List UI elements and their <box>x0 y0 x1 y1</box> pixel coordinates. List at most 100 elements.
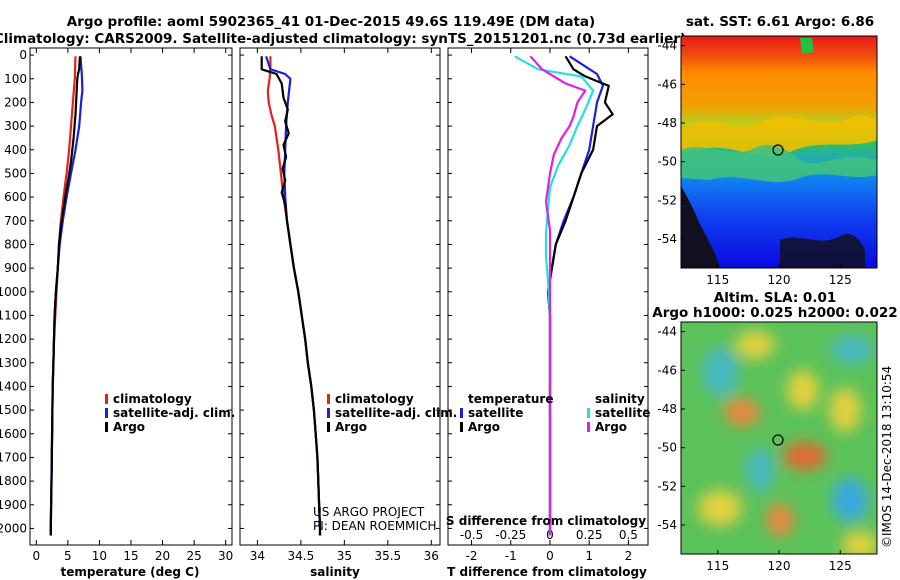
x-tick-label: 0 <box>32 549 40 563</box>
map-y-tick-label: -48 <box>657 402 677 416</box>
sla-map <box>681 322 877 554</box>
legend-label-satellite: satellite-adj. clim. <box>335 406 457 420</box>
sla-low-1 <box>702 347 738 397</box>
map-y-tick-label: -44 <box>657 39 677 53</box>
sst-map-title: sat. SST: 6.61 Argo: 6.86 <box>686 14 874 30</box>
pi-credit: PI: DEAN ROEMMICH <box>313 519 436 533</box>
legend-swatch-s-satellite <box>587 408 590 418</box>
y-tick-label: 700 <box>4 214 27 228</box>
difference-series <box>514 55 614 536</box>
x-tick-label: 1 <box>585 549 593 563</box>
series-line-argo <box>49 56 81 536</box>
title-line-2: Climatology: CARS2009. Satellite-adjuste… <box>0 31 686 47</box>
sla-high-7 <box>766 504 794 536</box>
sla-low-4 <box>832 478 868 522</box>
legend-swatch-climatology <box>327 394 330 404</box>
sla-high-2 <box>724 398 760 426</box>
sla-high-8 <box>842 531 877 554</box>
legend-label-climatology: climatology <box>113 392 192 406</box>
legend-swatch-t-satellite <box>460 408 463 418</box>
sst-green-band <box>681 145 877 182</box>
x-tick-label: 2 <box>625 549 633 563</box>
difference-y-axis <box>448 54 648 529</box>
map-x-tick-label: 115 <box>706 273 729 287</box>
legend-title-temperature: temperature <box>468 392 553 406</box>
x-tick-label: 15 <box>123 549 138 563</box>
x2-tick-label: 0.5 <box>619 528 638 542</box>
series-line-salinity-satellite <box>514 55 595 536</box>
legend-title-salinity: salinity <box>595 392 645 406</box>
y-tick-label: 1600 <box>0 427 27 441</box>
y-tick-label: 1300 <box>0 356 27 370</box>
legend-label-s-argo: Argo <box>595 420 627 434</box>
legend-label-s-satellite: satellite <box>595 406 650 420</box>
sla-low-2 <box>830 336 874 364</box>
sla-map-axes: 115 120 125 -44 -46 -48 -50 -52 -54 <box>657 325 851 573</box>
y-tick-label: 1500 <box>0 403 27 417</box>
sla-high-3 <box>787 370 819 410</box>
series-line-salinity-argo <box>529 55 587 536</box>
x-tick-label: 20 <box>155 549 170 563</box>
map-y-tick-label: -48 <box>657 116 677 130</box>
y-tick-label: 300 <box>4 119 27 133</box>
legend-label-t-argo: Argo <box>468 420 500 434</box>
salinity-y-axis <box>240 54 440 529</box>
salinity-panel-frame <box>239 47 441 546</box>
y-tick-label: 100 <box>4 72 27 86</box>
map-y-tick-label: -54 <box>657 232 677 246</box>
x-tick-label: -2 <box>466 549 478 563</box>
map-y-tick-label: -46 <box>657 363 677 377</box>
x-tick-label: 0 <box>546 549 554 563</box>
legend-label-argo: Argo <box>335 420 367 434</box>
series-line-temperature-argo <box>546 55 614 536</box>
x-tick-label: 30 <box>218 549 233 563</box>
x-tick-label: 34 <box>250 549 265 563</box>
y-tick-label: 900 <box>4 261 27 275</box>
project-credit: US ARGO PROJECT <box>313 505 425 519</box>
series-line-climatology <box>49 56 77 536</box>
map-y-tick-label: -54 <box>657 518 677 532</box>
series-line-climatology <box>266 56 322 536</box>
difference-temperature-legend: temperature satellite Argo <box>460 392 553 434</box>
map-y-tick-label: -52 <box>657 479 677 493</box>
salinity-x-axis: 34 34.5 35 35.5 36 <box>250 48 439 563</box>
y-tick-label: 200 <box>4 95 27 109</box>
legend-label-satellite: satellite-adj. clim. <box>113 406 235 420</box>
temperature-series <box>49 56 84 536</box>
series-line-argo <box>260 56 322 536</box>
sla-high-1 <box>735 331 775 359</box>
sla-high-6 <box>698 490 742 526</box>
legend-swatch-t-argo <box>460 422 463 432</box>
sla-low-3 <box>746 448 774 492</box>
temperature-y-axis: 0 100 200 300 400 500 600 700 800 900 1000 1100 1200… <box>0 48 232 535</box>
y-tick-label: 2000 <box>0 521 27 535</box>
sla-high-5 <box>783 442 827 470</box>
temperature-panel-frame <box>29 47 233 546</box>
x-tick-label: 5 <box>64 549 72 563</box>
sla-high-4 <box>829 388 861 432</box>
difference-x-label: T difference from climatology <box>447 565 647 579</box>
difference-salinity-axis: -0.5 -0.25 0 0.25 0.5 <box>460 528 638 542</box>
x-tick-label: 10 <box>92 549 107 563</box>
salinity-series <box>260 55 322 536</box>
map-y-tick-label: -50 <box>657 441 677 455</box>
imos-credit: ©IMOS 14-Dec-2018 13:10:54 <box>880 366 894 548</box>
y-tick-label: 600 <box>4 190 27 204</box>
difference-x-axis: -2 -1 0 1 2 <box>466 48 633 563</box>
map-x-tick-label: 120 <box>768 273 791 287</box>
legend-swatch-argo <box>327 422 330 432</box>
sla-map-title-line-1: Altim. SLA: 0.01 <box>714 290 836 306</box>
map-x-tick-label: 125 <box>829 559 852 573</box>
legend-swatch-climatology <box>105 394 108 404</box>
map-x-tick-label: 120 <box>768 559 791 573</box>
legend-label-climatology: climatology <box>335 392 414 406</box>
temperature-x-axis: 0 5 10 15 20 25 30 <box>32 48 233 563</box>
temperature-x-label: temperature (deg C) <box>61 565 200 579</box>
x-tick-label: 35.5 <box>374 549 401 563</box>
legend-label-argo: Argo <box>113 420 145 434</box>
sla-argo-marker <box>772 434 784 446</box>
map-y-tick-label: -44 <box>657 325 677 339</box>
map-x-tick-label: 125 <box>829 273 852 287</box>
y-tick-label: 1000 <box>0 285 27 299</box>
